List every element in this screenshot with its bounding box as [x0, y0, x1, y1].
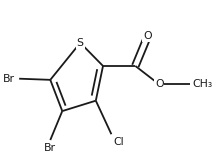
Text: Br: Br	[44, 144, 56, 153]
Text: Cl: Cl	[114, 137, 124, 147]
Text: O: O	[143, 31, 152, 41]
Text: O: O	[155, 80, 164, 89]
Text: Br: Br	[3, 74, 15, 84]
Text: CH₃: CH₃	[193, 80, 213, 89]
Text: S: S	[77, 38, 84, 48]
